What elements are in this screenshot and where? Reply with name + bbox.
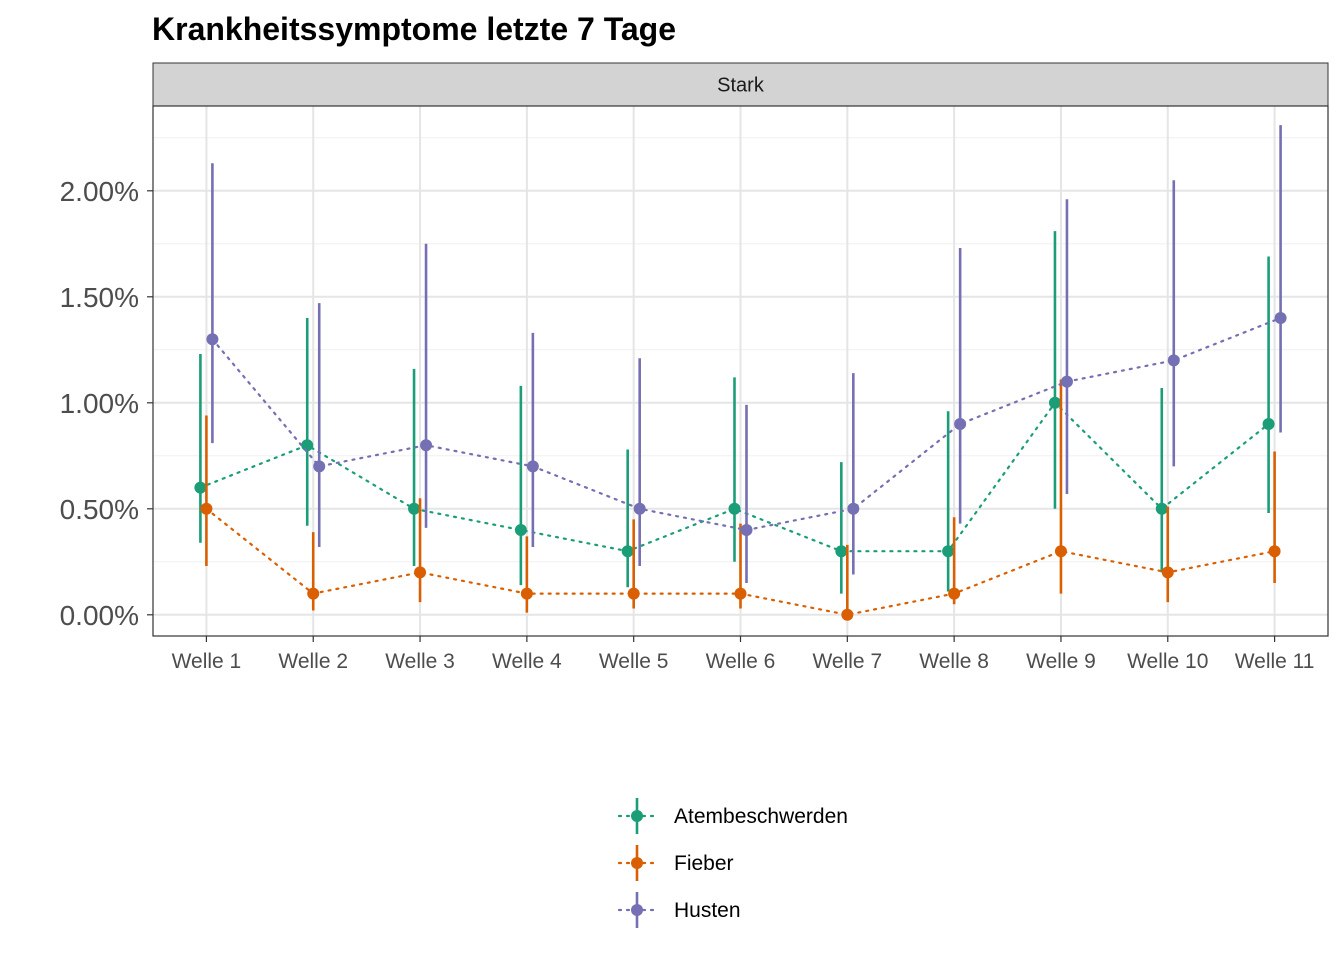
x-tick-label: Welle 1 xyxy=(172,650,242,673)
data-point xyxy=(734,587,747,600)
data-point xyxy=(942,545,955,558)
data-point xyxy=(621,545,634,558)
legend-item-atembeschwerden: Atembeschwerden xyxy=(617,798,848,834)
data-point xyxy=(420,439,433,452)
data-point xyxy=(841,608,854,621)
data-point xyxy=(633,502,646,515)
data-point xyxy=(313,460,326,473)
data-point xyxy=(301,439,314,452)
data-point xyxy=(194,481,207,494)
data-point xyxy=(1268,545,1281,558)
data-point xyxy=(307,587,320,600)
x-tick-label: Welle 8 xyxy=(919,650,989,673)
legend-label: Atembeschwerden xyxy=(674,805,848,828)
x-tick-label: Welle 7 xyxy=(812,650,882,673)
x-tick-label: Welle 11 xyxy=(1235,650,1315,673)
legend: Atembeschwerden Fieber Husten xyxy=(617,798,848,928)
data-point xyxy=(1167,354,1180,367)
data-point xyxy=(1060,375,1073,388)
data-point xyxy=(520,587,533,600)
facet-strip: Stark xyxy=(152,62,1329,107)
legend-item-fieber: Fieber xyxy=(617,845,734,881)
series-line xyxy=(199,401,1270,553)
data-point xyxy=(954,418,967,430)
x-tick-label: Welle 6 xyxy=(706,650,776,673)
data-point xyxy=(835,545,848,558)
data-point xyxy=(526,460,539,473)
legend-point xyxy=(631,904,643,916)
y-tick-label: 1.50% xyxy=(60,282,139,313)
series-atembeschwerden xyxy=(194,231,1275,594)
data-point xyxy=(1161,566,1174,579)
legend-point xyxy=(631,857,643,869)
x-tick-label: Welle 10 xyxy=(1127,650,1208,673)
data-point xyxy=(1048,396,1061,409)
chart-title: Krankheitssymptome letzte 7 Tage xyxy=(152,11,676,47)
legend-point xyxy=(631,810,643,822)
facet-strip-label: Stark xyxy=(717,75,765,97)
data-point xyxy=(740,524,753,536)
y-tick-label: 2.00% xyxy=(60,176,139,207)
data-point xyxy=(206,333,219,346)
data-point xyxy=(728,502,741,515)
data-point xyxy=(408,502,421,515)
series-husten xyxy=(206,125,1287,583)
y-tick-label: 0.00% xyxy=(60,600,139,631)
data-point xyxy=(414,566,427,579)
axes: 0.00% 0.50% 1.00% 1.50% 2.00% Welle 1 Welle 2 W… xyxy=(60,176,1315,673)
data-point xyxy=(948,587,961,600)
x-tick-label: Welle 3 xyxy=(385,650,455,673)
data-point xyxy=(514,524,527,536)
x-tick-label: Welle 4 xyxy=(492,650,562,673)
data-point xyxy=(200,502,213,515)
data-point xyxy=(1262,418,1275,430)
data-point xyxy=(1054,545,1067,558)
legend-label: Fieber xyxy=(674,852,734,875)
data-point xyxy=(1155,502,1168,515)
x-tick-label: Welle 2 xyxy=(278,650,348,673)
x-tick-label: Welle 5 xyxy=(599,650,669,673)
legend-item-husten: Husten xyxy=(617,892,741,928)
y-tick-label: 0.50% xyxy=(60,494,139,525)
data-point xyxy=(627,587,640,600)
facet-strip-background xyxy=(152,62,1329,107)
y-tick-label: 1.00% xyxy=(60,388,139,419)
series-fieber xyxy=(200,379,1281,621)
data-point xyxy=(1274,312,1287,324)
legend-label: Husten xyxy=(674,899,741,922)
x-tick-label: Welle 9 xyxy=(1026,650,1096,673)
data-point xyxy=(847,502,860,515)
